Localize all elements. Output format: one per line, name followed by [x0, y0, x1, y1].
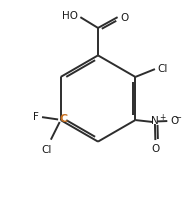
- Text: C: C: [59, 114, 67, 124]
- Text: O: O: [171, 116, 179, 126]
- Text: F: F: [33, 112, 39, 122]
- Text: Cl: Cl: [157, 64, 167, 74]
- Text: HO: HO: [62, 11, 78, 21]
- Text: O: O: [151, 144, 160, 154]
- Text: O: O: [120, 13, 128, 23]
- Text: Cl: Cl: [42, 145, 52, 155]
- Text: −: −: [174, 113, 181, 122]
- Text: N: N: [151, 116, 159, 126]
- Text: +: +: [159, 113, 165, 122]
